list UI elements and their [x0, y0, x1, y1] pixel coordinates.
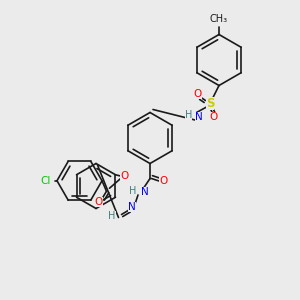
- Text: H: H: [108, 211, 116, 221]
- Text: O: O: [159, 176, 168, 187]
- Text: CH₃: CH₃: [210, 14, 228, 24]
- Text: N: N: [128, 202, 136, 212]
- Text: Cl: Cl: [40, 176, 51, 186]
- Text: N: N: [141, 187, 149, 197]
- Text: N: N: [195, 112, 203, 122]
- Text: O: O: [194, 89, 202, 100]
- Text: H: H: [184, 110, 192, 121]
- Text: H: H: [129, 185, 136, 196]
- Text: O: O: [120, 171, 129, 181]
- Text: O: O: [209, 112, 217, 122]
- Text: O: O: [95, 197, 103, 207]
- Text: S: S: [206, 97, 214, 110]
